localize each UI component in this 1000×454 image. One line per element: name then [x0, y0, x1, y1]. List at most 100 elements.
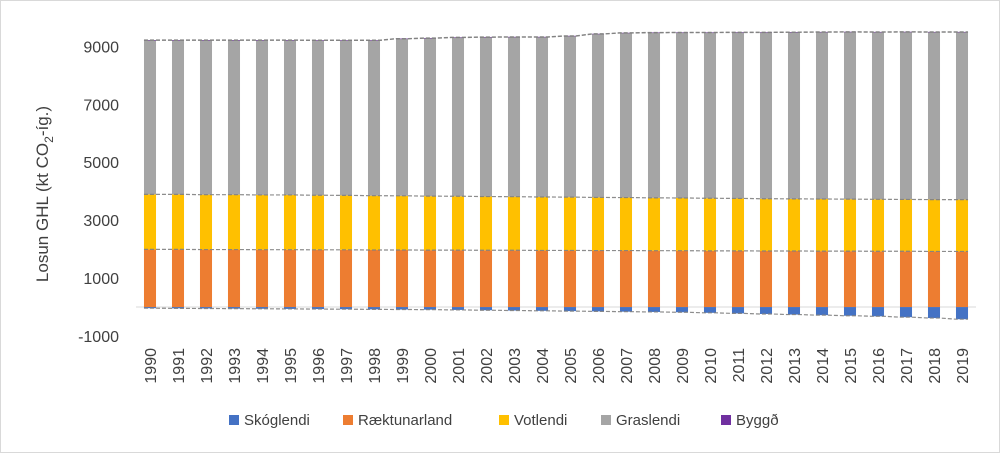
bar-Graslendi-2006 [592, 34, 604, 197]
bar-Ræktunarland-2009 [676, 251, 688, 307]
bar-Skóglendi-2008 [648, 307, 660, 312]
bar-Votlendi-2019 [956, 200, 968, 252]
bar-Ræktunarland-1998 [368, 250, 380, 307]
x-tick-label: 2012 [759, 348, 776, 384]
bar-Ræktunarland-2003 [508, 250, 520, 307]
bar-Skóglendi-2018 [928, 307, 940, 318]
bar-Graslendi-1999 [396, 39, 408, 196]
x-tick-label: 2015 [843, 348, 860, 384]
x-tick-label: 2008 [647, 348, 664, 384]
bar-Ræktunarland-2018 [928, 251, 940, 307]
x-tick-label: 2014 [815, 348, 832, 384]
bar-Graslendi-2007 [620, 33, 632, 198]
bar-Votlendi-2014 [816, 199, 828, 251]
bar-Ræktunarland-2019 [956, 251, 968, 307]
legend-label-Graslendi: Graslendi [616, 412, 680, 429]
bar-Ræktunarland-2015 [844, 251, 856, 307]
bar-Votlendi-2011 [732, 198, 744, 250]
bar-Votlendi-1997 [340, 195, 352, 249]
legend-swatch-Ræktunarland [343, 415, 353, 425]
bar-Votlendi-2005 [564, 197, 576, 250]
bar-Graslendi-1998 [368, 40, 380, 195]
bar-Votlendi-2001 [452, 196, 464, 250]
bar-Votlendi-2009 [676, 198, 688, 251]
bar-Ræktunarland-1995 [284, 250, 296, 307]
bar-Ræktunarland-1992 [200, 250, 212, 307]
bar-Votlendi-2018 [928, 200, 940, 252]
bar-Graslendi-2001 [452, 38, 464, 197]
legend-label-Skóglendi: Skóglendi [244, 412, 310, 429]
bar-Graslendi-2013 [788, 32, 800, 199]
bar-Votlendi-2013 [788, 199, 800, 251]
bar-Ræktunarland-1990 [144, 249, 156, 307]
bar-Votlendi-1994 [256, 195, 268, 250]
bar-Graslendi-2014 [816, 32, 828, 199]
y-tick-label: -1000 [78, 329, 119, 346]
bar-Votlendi-2004 [536, 197, 548, 250]
bar-Graslendi-2011 [732, 32, 744, 198]
bar-Ræktunarland-1991 [172, 249, 184, 307]
bar-Ræktunarland-1994 [256, 250, 268, 307]
bar-Ræktunarland-1999 [396, 250, 408, 307]
bar-Votlendi-2006 [592, 197, 604, 250]
bar-Skóglendi-2011 [732, 307, 744, 313]
bar-Votlendi-2008 [648, 198, 660, 251]
y-tick-label: 7000 [83, 97, 119, 114]
bar-Votlendi-2007 [620, 198, 632, 251]
bar-Ræktunarland-2007 [620, 251, 632, 307]
bar-Graslendi-2016 [872, 32, 884, 199]
bar-Votlendi-1991 [172, 194, 184, 249]
x-tick-label: 1999 [395, 348, 412, 384]
bar-Skóglendi-2015 [844, 307, 856, 316]
bar-Ræktunarland-2017 [900, 251, 912, 307]
bar-Skóglendi-2009 [676, 307, 688, 312]
bar-Graslendi-1991 [172, 40, 184, 194]
legend-swatch-Skóglendi [229, 415, 239, 425]
y-axis-title: Losun GHL (kt CO2-íg.) [33, 106, 56, 282]
bar-Ræktunarland-1996 [312, 250, 324, 307]
bar-Votlendi-1999 [396, 196, 408, 250]
x-tick-label: 1996 [311, 348, 328, 384]
bar-Ræktunarland-2000 [424, 250, 436, 307]
x-tick-label: 2013 [787, 348, 804, 384]
bar-Votlendi-2010 [704, 198, 716, 251]
x-tick-label: 1998 [367, 348, 384, 384]
bar-Votlendi-2003 [508, 197, 520, 251]
legend-label-Byggð: Byggð [736, 412, 779, 429]
bar-Graslendi-1996 [312, 40, 324, 195]
bar-Ræktunarland-1993 [228, 250, 240, 307]
x-tick-label: 2007 [619, 348, 636, 384]
x-tick-label: 2011 [731, 348, 748, 383]
bar-Graslendi-2008 [648, 33, 660, 198]
bar-Skóglendi-2006 [592, 307, 604, 311]
bar-Ræktunarland-2005 [564, 250, 576, 307]
bar-Skóglendi-2017 [900, 307, 912, 317]
bar-Votlendi-2000 [424, 196, 436, 250]
x-tick-label: 1992 [199, 348, 216, 384]
bar-Graslendi-1990 [144, 40, 156, 194]
x-tick-label: 2000 [423, 348, 440, 384]
bar-Graslendi-1992 [200, 40, 212, 194]
x-tick-label: 2005 [563, 348, 580, 384]
bar-Graslendi-1997 [340, 40, 352, 195]
bar-Graslendi-2018 [928, 32, 940, 199]
bar-Votlendi-1992 [200, 195, 212, 250]
x-tick-label: 2003 [507, 348, 524, 384]
bars-group [136, 32, 976, 319]
bar-Ræktunarland-1997 [340, 250, 352, 307]
bar-Votlendi-1990 [144, 194, 156, 249]
bar-Skóglendi-2005 [564, 307, 576, 311]
y-tick-label: 1000 [83, 271, 119, 288]
x-tick-label: 1991 [171, 348, 188, 384]
bar-Graslendi-2004 [536, 37, 548, 197]
bar-Skóglendi-2016 [872, 307, 884, 316]
bar-Votlendi-2015 [844, 199, 856, 251]
bar-Graslendi-1994 [256, 40, 268, 195]
bar-Graslendi-2017 [900, 32, 912, 199]
x-tick-label: 2006 [591, 348, 608, 384]
y-tick-label: 3000 [83, 213, 119, 230]
y-tick-label: 5000 [83, 155, 119, 172]
